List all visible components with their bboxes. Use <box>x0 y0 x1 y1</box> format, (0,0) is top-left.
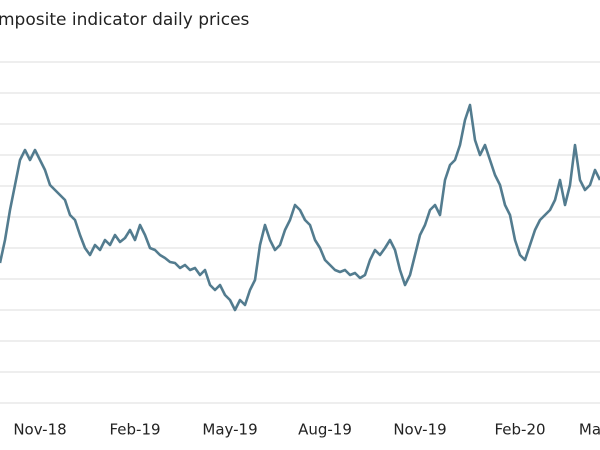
x-tick-label: Aug-19 <box>298 421 352 439</box>
x-tick-label: Feb-20 <box>494 421 545 439</box>
x-tick-label: May-19 <box>202 421 257 439</box>
chart-title: mposite indicator daily prices <box>0 10 250 30</box>
line-series <box>0 103 600 312</box>
x-tick-label: Feb-19 <box>109 421 160 439</box>
x-tick-label: Nov-18 <box>13 421 66 439</box>
x-tick-label: Nov-19 <box>393 421 446 439</box>
x-tick-label: Ma <box>579 421 600 439</box>
